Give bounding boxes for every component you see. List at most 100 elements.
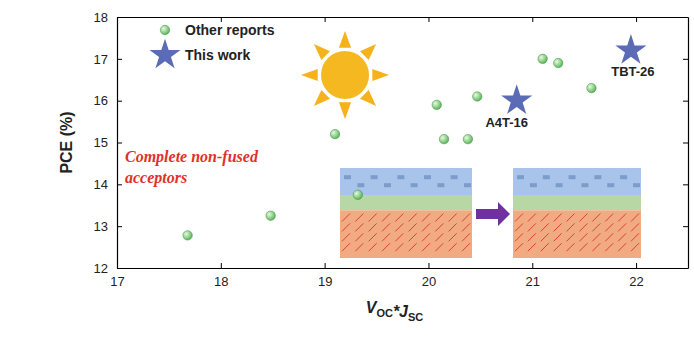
tick-mark bbox=[683, 17, 688, 18]
point bbox=[501, 84, 532, 114]
sun-ray bbox=[339, 102, 351, 119]
inset-texture bbox=[435, 214, 443, 222]
tick: 12 bbox=[94, 261, 122, 276]
inset-texture bbox=[422, 214, 430, 222]
sun-ray bbox=[301, 69, 318, 81]
point bbox=[183, 231, 192, 240]
y-axis bbox=[683, 18, 689, 269]
tick: 22 bbox=[629, 263, 643, 289]
sun-disc bbox=[321, 51, 369, 99]
inset-texture bbox=[554, 233, 562, 241]
tick bbox=[636, 17, 637, 22]
chart: A4T-16TBT-2617181920212212131415161718Co… bbox=[0, 0, 694, 353]
inset-texture bbox=[607, 183, 614, 187]
inset-texture bbox=[409, 243, 417, 251]
inset-texture bbox=[592, 214, 600, 222]
sun-ray bbox=[314, 90, 330, 106]
inset-texture bbox=[449, 214, 457, 222]
tick-label: 13 bbox=[94, 219, 108, 234]
point bbox=[615, 34, 646, 64]
inset-texture bbox=[382, 233, 390, 241]
tick-label: 16 bbox=[94, 93, 108, 108]
inset-texture bbox=[515, 223, 523, 231]
inset-texture bbox=[395, 243, 403, 251]
legend: Other reportsThis work bbox=[149, 22, 274, 68]
tick-label: 17 bbox=[94, 51, 108, 66]
tick-mark bbox=[636, 17, 637, 22]
inset-texture bbox=[355, 223, 363, 231]
inset-texture bbox=[579, 243, 587, 251]
point bbox=[463, 134, 472, 143]
inset-texture bbox=[437, 183, 444, 187]
inset-texture bbox=[435, 233, 443, 241]
inset-texture bbox=[462, 243, 470, 251]
inset-texture bbox=[382, 214, 390, 222]
inset-texture bbox=[422, 243, 430, 251]
tick-mark bbox=[117, 59, 122, 60]
point bbox=[330, 129, 339, 138]
inset-band bbox=[513, 168, 641, 195]
sun-ray bbox=[360, 44, 376, 60]
inset-texture bbox=[556, 183, 563, 187]
inset-band bbox=[513, 210, 641, 258]
inset-texture bbox=[451, 175, 458, 179]
inset-texture bbox=[449, 233, 457, 241]
inset-texture bbox=[605, 223, 613, 231]
annotation: Complete non-fused bbox=[125, 148, 259, 166]
tick bbox=[683, 184, 688, 185]
inset-band bbox=[513, 195, 641, 210]
tick: 14 bbox=[94, 177, 122, 192]
tick: 13 bbox=[94, 219, 122, 234]
y-axis-title: PCE (%) bbox=[58, 111, 75, 173]
inset-band bbox=[340, 210, 472, 258]
tick-label: 20 bbox=[422, 274, 436, 289]
inset-texture bbox=[382, 223, 390, 231]
inset-texture bbox=[355, 233, 363, 241]
inset-texture bbox=[618, 233, 626, 241]
inset-texture bbox=[344, 175, 351, 179]
y-axis: 12131415161718 bbox=[94, 10, 122, 276]
tick: 20 bbox=[422, 263, 436, 289]
tick-mark bbox=[428, 17, 429, 22]
tick bbox=[683, 268, 688, 269]
x-axis: 171819202122 bbox=[110, 263, 688, 289]
tick-mark bbox=[117, 226, 122, 227]
inset-before bbox=[340, 168, 472, 258]
inset-texture bbox=[541, 214, 549, 222]
sun-ray bbox=[372, 69, 389, 81]
legend-marker bbox=[149, 39, 180, 69]
tick-mark bbox=[117, 143, 122, 144]
inset-texture bbox=[371, 175, 378, 179]
tick-mark bbox=[325, 17, 326, 22]
inset-texture bbox=[579, 223, 587, 231]
inset-texture bbox=[543, 175, 550, 179]
axis-title-sub: OC bbox=[376, 307, 393, 319]
inset-texture bbox=[631, 214, 639, 222]
inset-texture bbox=[618, 214, 626, 222]
tick: 17 bbox=[94, 51, 122, 66]
inset-texture bbox=[592, 243, 600, 251]
point-label: TBT-26 bbox=[611, 64, 654, 79]
inset-texture bbox=[569, 175, 576, 179]
inset-texture bbox=[592, 233, 600, 241]
inset-texture bbox=[462, 233, 470, 241]
tick bbox=[428, 17, 429, 22]
inset-texture bbox=[618, 243, 626, 251]
inset-texture bbox=[355, 214, 363, 222]
legend-label: This work bbox=[185, 47, 251, 63]
inset-after bbox=[513, 168, 641, 258]
legend-item: This work bbox=[149, 39, 250, 69]
tick bbox=[683, 101, 688, 102]
inset-texture bbox=[395, 233, 403, 241]
tick-mark bbox=[532, 17, 533, 22]
marks bbox=[183, 34, 647, 240]
inset-texture bbox=[411, 183, 418, 187]
tick-label: 14 bbox=[94, 177, 108, 192]
point bbox=[432, 100, 441, 109]
x-axis-title: VOC*JSC bbox=[366, 299, 424, 323]
inset-texture bbox=[342, 223, 350, 231]
inset-texture bbox=[422, 223, 430, 231]
inset-texture bbox=[342, 233, 350, 241]
plot: A4T-16TBT-2617181920212212131415161718Co… bbox=[94, 10, 689, 290]
tick bbox=[683, 143, 688, 144]
